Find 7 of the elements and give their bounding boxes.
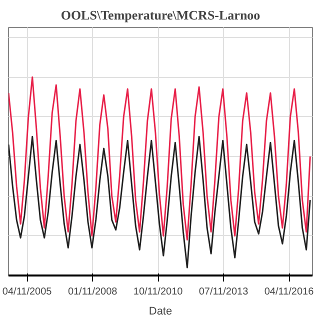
x-tick-label: 04/11/2005 xyxy=(2,286,52,298)
chart-title: OOLS\Temperature\MCRS-Larnoo xyxy=(60,8,260,22)
x-tick-label: 10/11/2010 xyxy=(133,286,184,298)
x-tick-label: 07/11/2013 xyxy=(198,286,249,298)
x-axis-title: Date xyxy=(148,306,172,318)
x-tick-label: 01/11/2008 xyxy=(68,286,118,298)
x-tick-label: 04/11/2016 xyxy=(264,286,314,298)
